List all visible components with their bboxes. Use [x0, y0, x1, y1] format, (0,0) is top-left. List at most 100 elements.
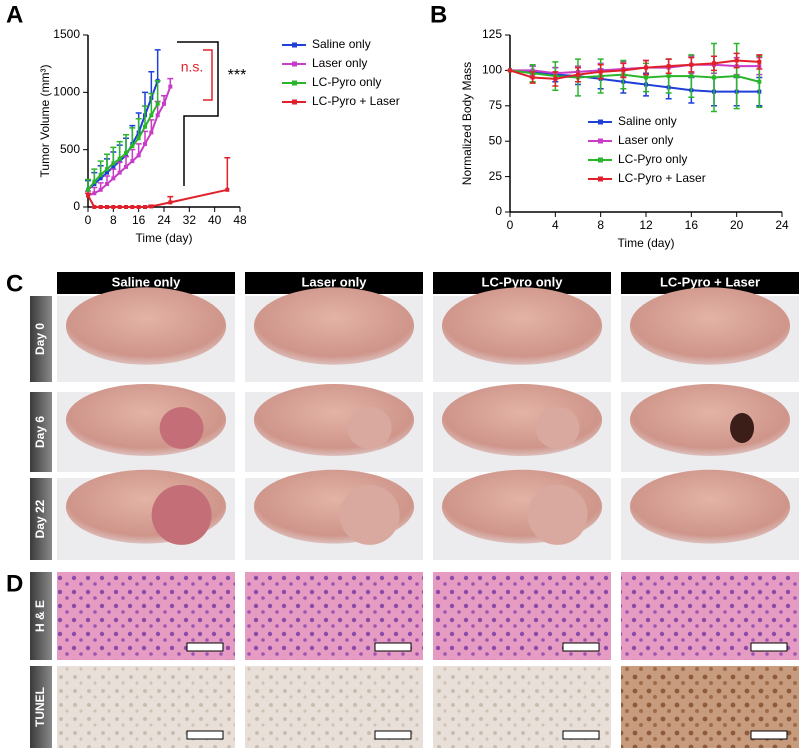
x-axis-label: Time (day) — [136, 231, 193, 245]
legend-label: LC-Pyro + Laser — [618, 171, 706, 185]
marker — [117, 170, 122, 175]
legend-label: Saline only — [618, 114, 677, 128]
column-header-bg — [245, 272, 423, 294]
marker — [92, 205, 97, 209]
marker — [666, 74, 671, 79]
scale-bar — [750, 642, 788, 652]
photo-tumor — [151, 484, 212, 545]
marker — [757, 59, 762, 64]
scale-bar — [374, 730, 412, 740]
y-tick-label: 100 — [482, 63, 502, 77]
row-label-bg — [30, 572, 52, 660]
marker — [734, 74, 739, 79]
marker — [576, 72, 580, 77]
annotation: *** — [228, 67, 247, 84]
marker — [553, 76, 558, 81]
photo-tumor — [535, 407, 580, 449]
error-bar — [148, 92, 155, 116]
row-label-bg — [30, 666, 52, 748]
x-tick-label: 4 — [552, 218, 559, 232]
error-bar — [97, 160, 104, 175]
panel-label: A — [6, 1, 23, 28]
y-axis-label: Normalized Body Mass — [460, 62, 474, 185]
column-header-bg — [57, 272, 235, 294]
series — [85, 80, 161, 192]
x-tick-label: 16 — [685, 218, 699, 232]
row-label-bg — [30, 392, 52, 472]
x-tick-label: 8 — [597, 218, 604, 232]
scale-bar — [562, 730, 600, 740]
marker — [92, 182, 97, 187]
photo-scab — [730, 413, 755, 443]
x-tick-label: 24 — [157, 213, 171, 227]
marker — [98, 176, 103, 181]
photo-tumor — [159, 407, 204, 449]
legend-label: Saline only — [312, 37, 371, 51]
x-tick-label: 0 — [85, 213, 92, 227]
legend-marker — [598, 157, 603, 163]
scale-bar — [186, 642, 224, 652]
marker — [86, 187, 90, 192]
photo-mouse — [65, 287, 227, 365]
x-axis-label: Time (day) — [618, 236, 675, 250]
legend-marker — [292, 42, 297, 48]
marker — [689, 74, 694, 79]
error-bar — [91, 168, 98, 182]
y-tick-label: 0 — [495, 204, 502, 218]
photo-mouse — [441, 287, 603, 365]
scale-bar — [750, 730, 788, 740]
marker — [644, 65, 648, 70]
error-bar — [142, 105, 148, 127]
marker — [149, 130, 154, 135]
photo-mouse — [253, 287, 415, 365]
photo-mouse — [253, 384, 415, 456]
legend-label: LC-Pyro only — [618, 152, 687, 166]
marker — [86, 193, 90, 198]
bracket — [203, 49, 213, 101]
error-bar — [123, 134, 129, 154]
series-line — [509, 69, 760, 93]
marker — [124, 153, 128, 158]
marker — [757, 79, 762, 84]
marker — [149, 113, 154, 118]
bracket — [177, 41, 219, 186]
series — [507, 52, 763, 87]
marker — [155, 101, 160, 106]
x-tick-label: 12 — [639, 218, 653, 232]
marker — [689, 62, 694, 67]
error-bar — [116, 140, 123, 159]
row-label-bg — [30, 478, 52, 560]
legend-label: Laser only — [312, 56, 367, 70]
marker — [225, 187, 230, 192]
series — [85, 156, 231, 209]
photo-mouse — [441, 384, 603, 456]
marker — [111, 161, 116, 166]
marker — [105, 182, 109, 187]
column-header-bg — [621, 272, 799, 294]
photo-mouse — [65, 384, 227, 456]
marker — [105, 167, 109, 172]
marker — [92, 179, 97, 184]
scale-bar — [374, 642, 412, 652]
marker — [530, 75, 535, 80]
error-bar — [104, 153, 110, 170]
marker — [168, 84, 173, 89]
error-bar — [135, 117, 142, 139]
marker — [508, 68, 512, 73]
marker — [105, 205, 109, 209]
marker — [98, 172, 103, 177]
legend-label: LC-Pyro only — [312, 75, 381, 89]
photo-tumor — [339, 484, 400, 545]
legend-label: LC-Pyro + Laser — [312, 94, 400, 108]
row-label: H & E — [33, 600, 47, 632]
error-bar — [154, 80, 161, 104]
marker — [136, 153, 141, 158]
marker — [124, 151, 128, 156]
column-header: Saline only — [112, 274, 181, 289]
error-bar — [224, 156, 231, 190]
row-label: Day 6 — [33, 416, 47, 448]
series-line — [509, 69, 760, 83]
series-line — [87, 80, 159, 191]
y-tick-label: 50 — [489, 133, 503, 147]
marker — [155, 113, 160, 118]
